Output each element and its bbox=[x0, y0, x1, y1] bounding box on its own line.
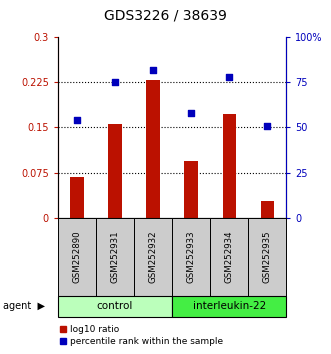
Point bbox=[188, 110, 194, 116]
Text: agent  ▶: agent ▶ bbox=[3, 301, 45, 311]
Bar bbox=[184, 161, 198, 218]
Bar bbox=[96, 218, 134, 296]
Bar bbox=[58, 218, 96, 296]
Bar bbox=[260, 201, 274, 218]
Bar bbox=[134, 218, 172, 296]
Bar bbox=[146, 80, 160, 218]
Bar bbox=[248, 218, 286, 296]
Text: GSM252931: GSM252931 bbox=[111, 230, 119, 283]
Text: GDS3226 / 38639: GDS3226 / 38639 bbox=[104, 9, 227, 23]
Point bbox=[226, 74, 232, 80]
Text: GSM252932: GSM252932 bbox=[149, 230, 158, 283]
Bar bbox=[172, 296, 286, 317]
Text: GSM252890: GSM252890 bbox=[72, 230, 81, 283]
Point bbox=[264, 123, 270, 129]
Text: GSM252933: GSM252933 bbox=[187, 230, 196, 283]
Text: interleukin-22: interleukin-22 bbox=[193, 301, 266, 311]
Bar bbox=[210, 218, 248, 296]
Bar bbox=[108, 125, 122, 218]
Point bbox=[112, 80, 118, 85]
Bar bbox=[58, 296, 172, 317]
Bar bbox=[70, 177, 84, 218]
Text: GSM252935: GSM252935 bbox=[263, 230, 272, 283]
Legend: log10 ratio, percentile rank within the sample: log10 ratio, percentile rank within the … bbox=[56, 321, 227, 349]
Text: control: control bbox=[97, 301, 133, 311]
Point bbox=[150, 67, 156, 73]
Bar bbox=[172, 218, 210, 296]
Text: GSM252934: GSM252934 bbox=[225, 230, 234, 283]
Point bbox=[74, 118, 79, 123]
Bar bbox=[222, 114, 236, 218]
